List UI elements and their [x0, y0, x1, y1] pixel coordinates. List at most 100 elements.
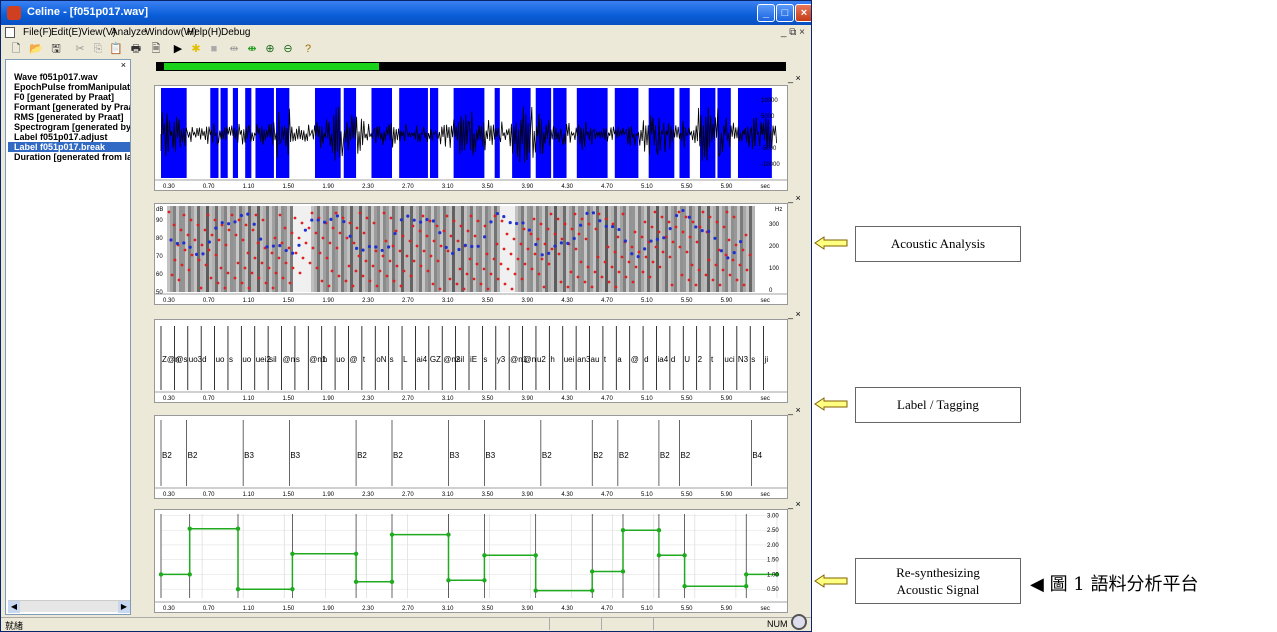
playback-progress-bar[interactable] [156, 62, 786, 71]
save-icon[interactable]: 🖫 [51, 43, 61, 55]
layer-item[interactable]: Wave f051p017.wav [14, 72, 98, 82]
spectrogram-column [302, 206, 305, 292]
break-label-panel[interactable]: B2 B2 B3 B3 B2 B2 B3 B3 B2 B2 B2 B2 B2 B4 0.30 0.70 1.10… [154, 415, 788, 499]
spectrogram-column [698, 206, 701, 292]
f0-point [246, 212, 250, 216]
formant-point [722, 225, 726, 229]
layer-item[interactable]: RMS [generated by Praat] [14, 112, 124, 122]
close-panel-icon[interactable]: × [120, 60, 126, 70]
duration-chart[interactable]: 3.00 2.50 2.00 1.50 1.00 0.50 0.30 0.70 1.10 1.50… [155, 510, 787, 612]
waveform-plot[interactable]: 10000 5000 0 -5000 -10000 0.30 0.70 1.10 1.50 1.9… [155, 86, 787, 190]
paste-icon[interactable]: 📋 [109, 43, 123, 55]
layer-item[interactable]: EpochPulse fromManipulati [14, 82, 130, 92]
minimize-button[interactable]: _ [757, 4, 775, 22]
formant-point [364, 259, 368, 263]
f0-point [739, 240, 743, 244]
f0-point [380, 248, 384, 253]
stop-icon[interactable]: ■ [210, 43, 218, 55]
formant-point [677, 210, 681, 214]
play-icon[interactable]: ▶ [173, 43, 183, 55]
phone-label: ia4 [657, 355, 668, 364]
spectrogram-column [425, 206, 428, 292]
title-bar[interactable]: Celine - [f051p017.wav] _ □ × [1, 1, 811, 25]
maximize-button[interactable]: □ [776, 4, 794, 22]
spectrogram-column [536, 206, 539, 292]
help-icon[interactable]: ? [304, 43, 312, 55]
menu-window[interactable]: Window(W) [145, 27, 197, 38]
merge-icon[interactable]: ⇼ [247, 43, 257, 55]
formant-point [307, 226, 311, 230]
print-preview-icon[interactable]: 🗎 [151, 43, 161, 55]
duration-point [446, 578, 451, 583]
f0-point [675, 213, 679, 218]
amplitude-tick-label: 5000 [761, 114, 775, 120]
panel-controls[interactable]: _ × [788, 73, 801, 83]
new-file-icon[interactable]: 🗋 [11, 43, 21, 55]
phone-label: s [229, 355, 233, 364]
layer-item[interactable]: Formant [generated by Praa [14, 102, 130, 112]
zoom-out-icon[interactable]: ⊖ [283, 43, 293, 55]
time-tick-label: 1.50 [283, 298, 295, 304]
spectrogram-column [167, 206, 170, 292]
scroll-left-icon[interactable]: ◀ [8, 601, 20, 613]
mdi-controls[interactable]: _ ⧉ × [780, 27, 805, 38]
zoom-in-icon[interactable]: ⊕ [265, 43, 275, 55]
spectrogram-column [236, 206, 239, 292]
print-icon[interactable]: 🖶 [130, 43, 142, 55]
scroll-right-icon[interactable]: ▶ [118, 601, 130, 613]
status-text: 就緒 [5, 621, 24, 631]
f0-point [687, 215, 692, 219]
f0-point [342, 219, 346, 224]
menu-help[interactable]: Help(H) [187, 27, 222, 38]
spectrogram-column [464, 206, 467, 292]
duration-panel[interactable]: 3.00 2.50 2.00 1.50 1.00 0.50 0.30 0.70 1.10 1.50… [154, 509, 788, 613]
horizontal-scrollbar[interactable]: ◀ ▶ [8, 600, 130, 613]
close-button[interactable]: × [795, 4, 811, 22]
spectrogram-panel[interactable]: dB 90 80 70 60 50 Hz 300 200 100 0 0.30 0.70 1.10 1.50… [154, 203, 788, 305]
split-icon[interactable]: ⇹ [229, 43, 239, 55]
panel-controls[interactable]: _ × [788, 193, 801, 203]
waveform-panel[interactable]: 10000 5000 0 -5000 -10000 0.30 0.70 1.10 1.50 1.9… [154, 85, 788, 191]
menu-analyze[interactable]: Analyze [111, 27, 147, 38]
panel-controls[interactable]: _ × [788, 309, 801, 319]
menu-file[interactable]: File(F) [23, 27, 52, 38]
spectrogram-column [203, 206, 206, 292]
phone-label: s [483, 355, 487, 364]
app-icon [7, 6, 21, 20]
spectrogram-column [752, 206, 755, 292]
formant-point [650, 225, 654, 229]
layer-item[interactable]: Spectrogram [generated by [14, 122, 130, 132]
f0-point [444, 245, 448, 250]
layer-item[interactable]: Label f051p017.adjust [14, 132, 108, 142]
panel-controls[interactable]: _ × [788, 499, 801, 509]
resize-grip-icon[interactable] [791, 614, 807, 630]
menu-view[interactable]: View(V) [81, 27, 116, 38]
layer-item[interactable]: F0 [generated by Praat] [14, 92, 115, 102]
break-label-tier[interactable]: B2 B2 B3 B3 B2 B2 B3 B3 B2 B2 B2 B2 B2 B4 0.30 0.70 1.10… [155, 416, 787, 498]
record-icon[interactable]: ✱ [191, 43, 201, 55]
spectrogram-column [410, 206, 413, 292]
formant-point [274, 271, 278, 275]
open-folder-icon[interactable]: 📂 [29, 43, 43, 55]
spectrogram-column [377, 206, 380, 292]
time-tick-label: 3.90 [522, 606, 534, 612]
menu-edit[interactable]: Edit(E) [51, 27, 82, 38]
spectrogram-plot[interactable]: dB 90 80 70 60 50 Hz 300 200 100 0 0.30 0.70 1.10 1.50… [155, 204, 787, 304]
menu-debug[interactable]: Debug [221, 27, 251, 38]
phone-label: GZ [430, 355, 441, 364]
formant-point [684, 215, 688, 219]
spectrogram-column [218, 206, 221, 292]
break-label: B2 [680, 451, 690, 460]
copy-icon[interactable]: ⎘ [93, 43, 103, 55]
spectrogram-column [650, 206, 653, 292]
panel-controls[interactable]: _ × [788, 405, 801, 415]
layer-item[interactable]: Label f051p017.break [8, 142, 130, 152]
formant-point [330, 269, 334, 273]
layer-item[interactable]: Duration [generated from la [14, 152, 130, 162]
spectrogram-column [299, 206, 302, 292]
formant-point [519, 242, 523, 246]
formant-point [590, 285, 594, 289]
cut-icon[interactable]: ✂ [75, 43, 85, 55]
